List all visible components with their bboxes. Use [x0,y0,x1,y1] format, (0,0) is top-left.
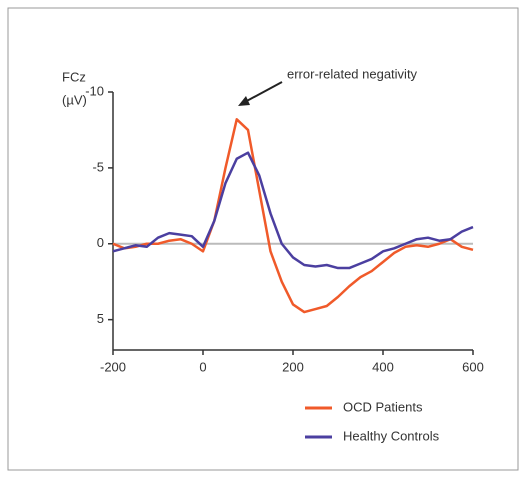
y-tick-label: -10 [85,83,104,98]
annotation: error-related negativity [287,66,418,81]
x-tick-label: 200 [282,359,304,374]
y-tick-label: 0 [97,235,104,250]
y-tick-label: -5 [92,159,104,174]
annotation-arrow [242,81,283,104]
x-tick-label: -200 [100,359,126,374]
series-line [112,118,474,314]
x-tick-label: 0 [199,359,206,374]
x-tick-label: 600 [462,359,484,374]
y-label: FCz [62,69,86,84]
y-label: (µV) [62,92,87,107]
legend-label: OCD Patients [343,399,423,414]
x-tick-label: 400 [372,359,394,374]
y-tick-label: 5 [97,311,104,326]
legend-label: Healthy Controls [343,428,440,443]
arrow-head [238,96,250,106]
series-line [112,151,474,270]
